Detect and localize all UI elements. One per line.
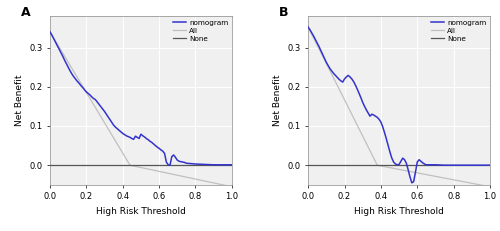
Legend: nomogram, All, None: nomogram, All, None xyxy=(172,18,230,43)
Y-axis label: Net Benefit: Net Benefit xyxy=(14,75,24,126)
X-axis label: High Risk Threshold: High Risk Threshold xyxy=(96,207,186,216)
Text: B: B xyxy=(279,6,288,19)
X-axis label: High Risk Threshold: High Risk Threshold xyxy=(354,207,444,216)
Y-axis label: Net Benefit: Net Benefit xyxy=(272,75,281,126)
Text: A: A xyxy=(21,6,30,19)
Legend: nomogram, All, None: nomogram, All, None xyxy=(430,18,488,43)
